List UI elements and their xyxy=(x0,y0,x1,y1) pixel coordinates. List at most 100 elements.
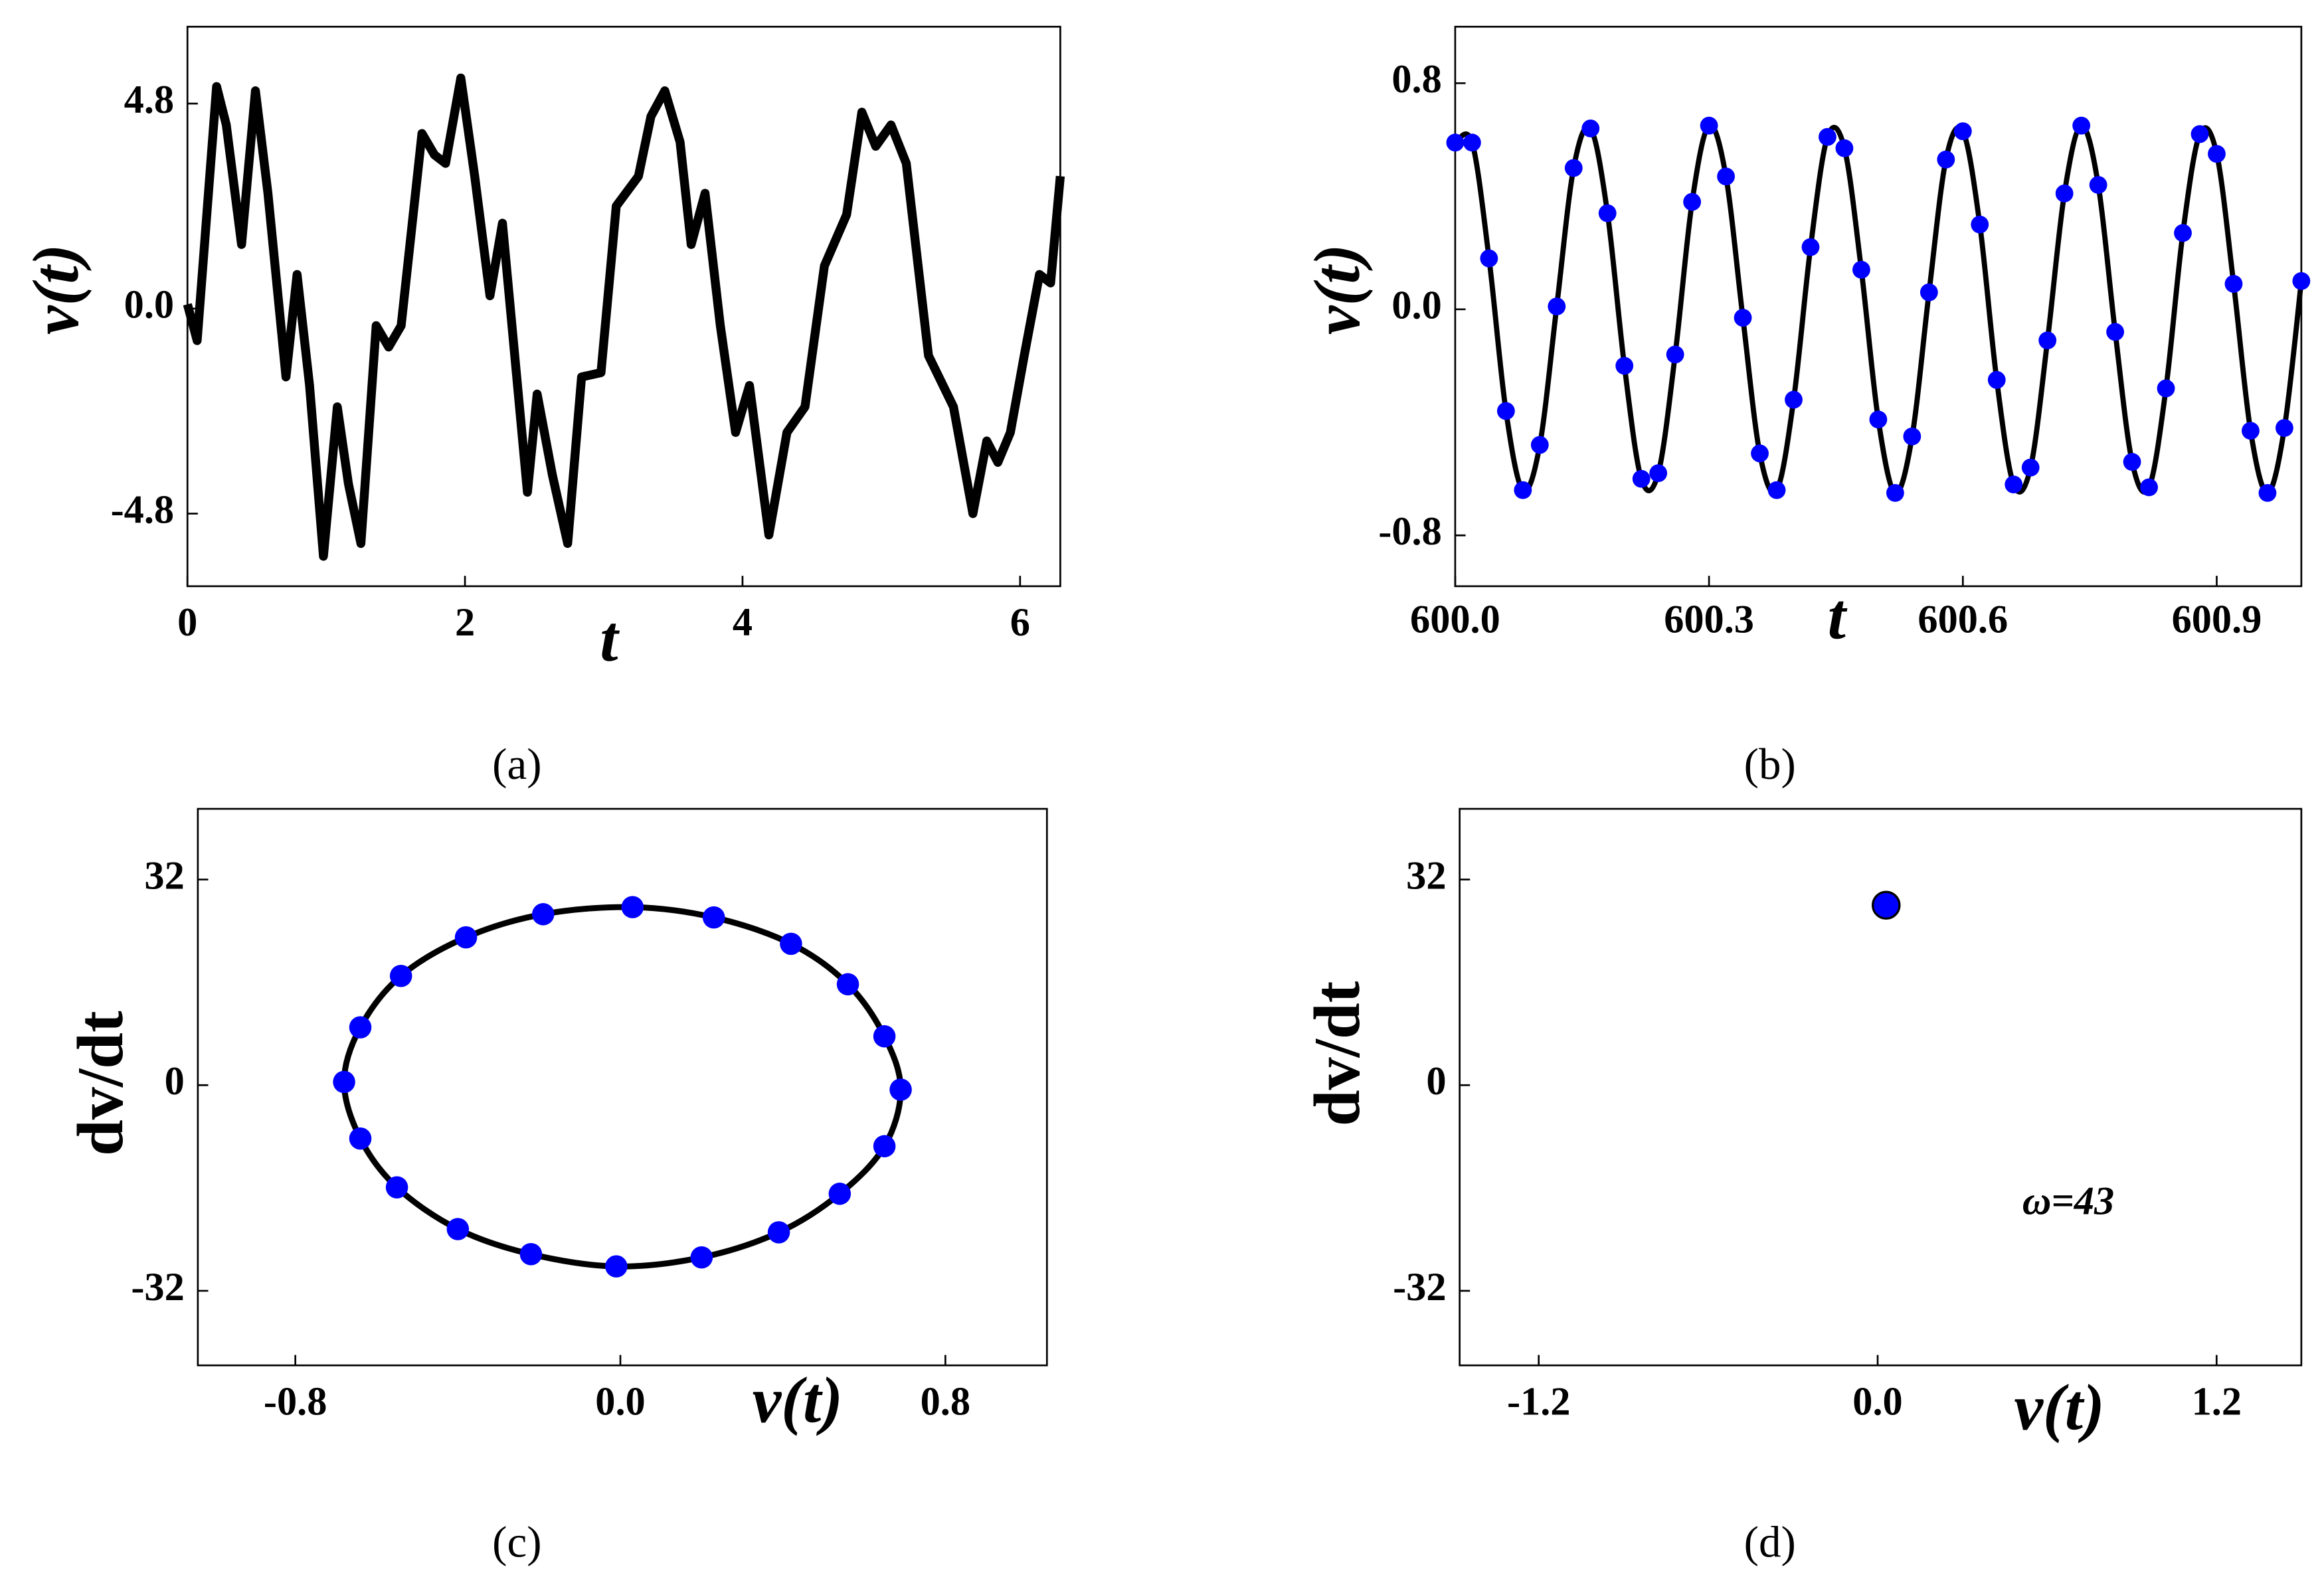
caption: (a) xyxy=(492,739,541,789)
data-point xyxy=(2072,116,2091,135)
data-point xyxy=(702,906,725,929)
y-axis-label: dv/dt xyxy=(1301,981,1374,1126)
y-tick-label: 4.8 xyxy=(124,78,174,122)
data-point xyxy=(836,973,859,996)
data-point xyxy=(2208,145,2226,163)
caption: (b) xyxy=(1744,739,1796,789)
y-axis-label: v(t) xyxy=(1301,244,1374,335)
data-point xyxy=(385,1176,408,1199)
y-tick-label: -0.8 xyxy=(1378,509,1442,554)
data-point xyxy=(1785,390,1803,409)
data-point xyxy=(621,896,644,918)
data-point xyxy=(1717,167,1735,186)
y-tick-label: 32 xyxy=(144,853,184,898)
data-point xyxy=(2157,379,2175,398)
y-tick-label: -4.8 xyxy=(111,487,175,532)
x-tick-label: 0.0 xyxy=(595,1379,645,1424)
data-point xyxy=(2106,323,2125,341)
y-tick-label: 0 xyxy=(165,1059,185,1104)
x-axis-label: v(t) xyxy=(2014,1372,2104,1444)
data-point xyxy=(1767,481,1786,499)
annotation: ω=43 xyxy=(2022,1179,2114,1224)
y-tick-label: 0 xyxy=(1426,1059,1446,1104)
plot-frame xyxy=(197,807,1048,1367)
data-point xyxy=(1548,297,1566,315)
x-tick-label: 4 xyxy=(733,600,753,645)
x-tick-label: 2 xyxy=(455,600,475,645)
data-point xyxy=(2190,125,2209,143)
data-point xyxy=(1496,402,1515,420)
data-point xyxy=(1987,371,2006,389)
x-axis-label: v(t) xyxy=(753,1364,843,1436)
y-tick-label: -32 xyxy=(1393,1265,1446,1309)
data-line xyxy=(1454,122,2304,496)
data-point xyxy=(1446,133,1465,152)
x-axis-label: t xyxy=(1828,580,1848,653)
y-axis-label: dv/dt xyxy=(64,1011,137,1156)
data-point xyxy=(1666,345,1684,364)
data-point xyxy=(1530,436,1549,454)
x-tick-label: 0.0 xyxy=(1852,1379,1902,1424)
y-tick-label: -32 xyxy=(131,1265,184,1309)
data-point xyxy=(828,1183,851,1205)
data-point xyxy=(1751,444,1769,463)
data-point xyxy=(873,1135,896,1157)
y-tick-label: 32 xyxy=(1406,853,1446,898)
data-point xyxy=(1615,357,1634,375)
data-point xyxy=(1598,204,1617,222)
data-point xyxy=(1683,193,1702,211)
data-point xyxy=(333,1070,355,1094)
data-point xyxy=(389,964,412,987)
x-tick-label: 6 xyxy=(1010,600,1030,645)
data-point xyxy=(2224,275,2243,293)
data-point xyxy=(1514,481,1532,499)
x-tick-label: 600.9 xyxy=(2172,598,2262,642)
data-point xyxy=(1920,283,1938,301)
data-point xyxy=(2123,453,2141,471)
data-point xyxy=(780,932,802,956)
data-point xyxy=(2258,483,2277,502)
y-axis-label: v(t) xyxy=(20,244,92,335)
data-point xyxy=(605,1255,628,1278)
data-point xyxy=(454,926,478,949)
data-point xyxy=(1632,469,1651,488)
data-point xyxy=(1700,116,1718,135)
data-point xyxy=(2174,224,2192,242)
data-point xyxy=(2038,331,2057,350)
data-point xyxy=(1734,309,1752,327)
data-point xyxy=(446,1218,470,1240)
y-tick-label: 0.0 xyxy=(1391,284,1441,328)
data-point xyxy=(767,1221,790,1244)
data-point xyxy=(1886,483,1904,502)
data-point xyxy=(1971,215,1989,234)
data-point xyxy=(690,1246,713,1269)
x-tick-label: 0.8 xyxy=(921,1379,970,1424)
plot-frame xyxy=(1454,25,2303,588)
data-point xyxy=(1835,139,1854,157)
x-tick-label: -1.2 xyxy=(1507,1379,1571,1424)
x-tick-label: 1.2 xyxy=(2192,1379,2242,1424)
caption: (d) xyxy=(1744,1517,1796,1566)
data-point xyxy=(2055,184,2074,203)
x-tick-label: 600.3 xyxy=(1664,598,1754,642)
data-point xyxy=(1801,238,1820,256)
data-point xyxy=(2242,422,2260,440)
data-point xyxy=(532,903,555,926)
data-line xyxy=(341,904,904,1270)
x-tick-label: 600.6 xyxy=(1918,598,2008,642)
data-point xyxy=(1463,133,1481,152)
data-point xyxy=(349,1127,372,1150)
x-axis-label: t xyxy=(600,603,620,675)
data-point xyxy=(2275,419,2293,437)
data-point xyxy=(889,1078,912,1101)
plot-frame xyxy=(1459,807,2303,1367)
data-point xyxy=(1649,464,1668,483)
y-tick-label: 0.8 xyxy=(1391,57,1441,102)
data-point xyxy=(1852,260,1870,279)
data-point xyxy=(1581,120,1600,137)
data-point xyxy=(1564,159,1583,177)
data-point xyxy=(1869,410,1888,429)
data-point xyxy=(2140,478,2158,497)
data-point xyxy=(873,1025,896,1048)
